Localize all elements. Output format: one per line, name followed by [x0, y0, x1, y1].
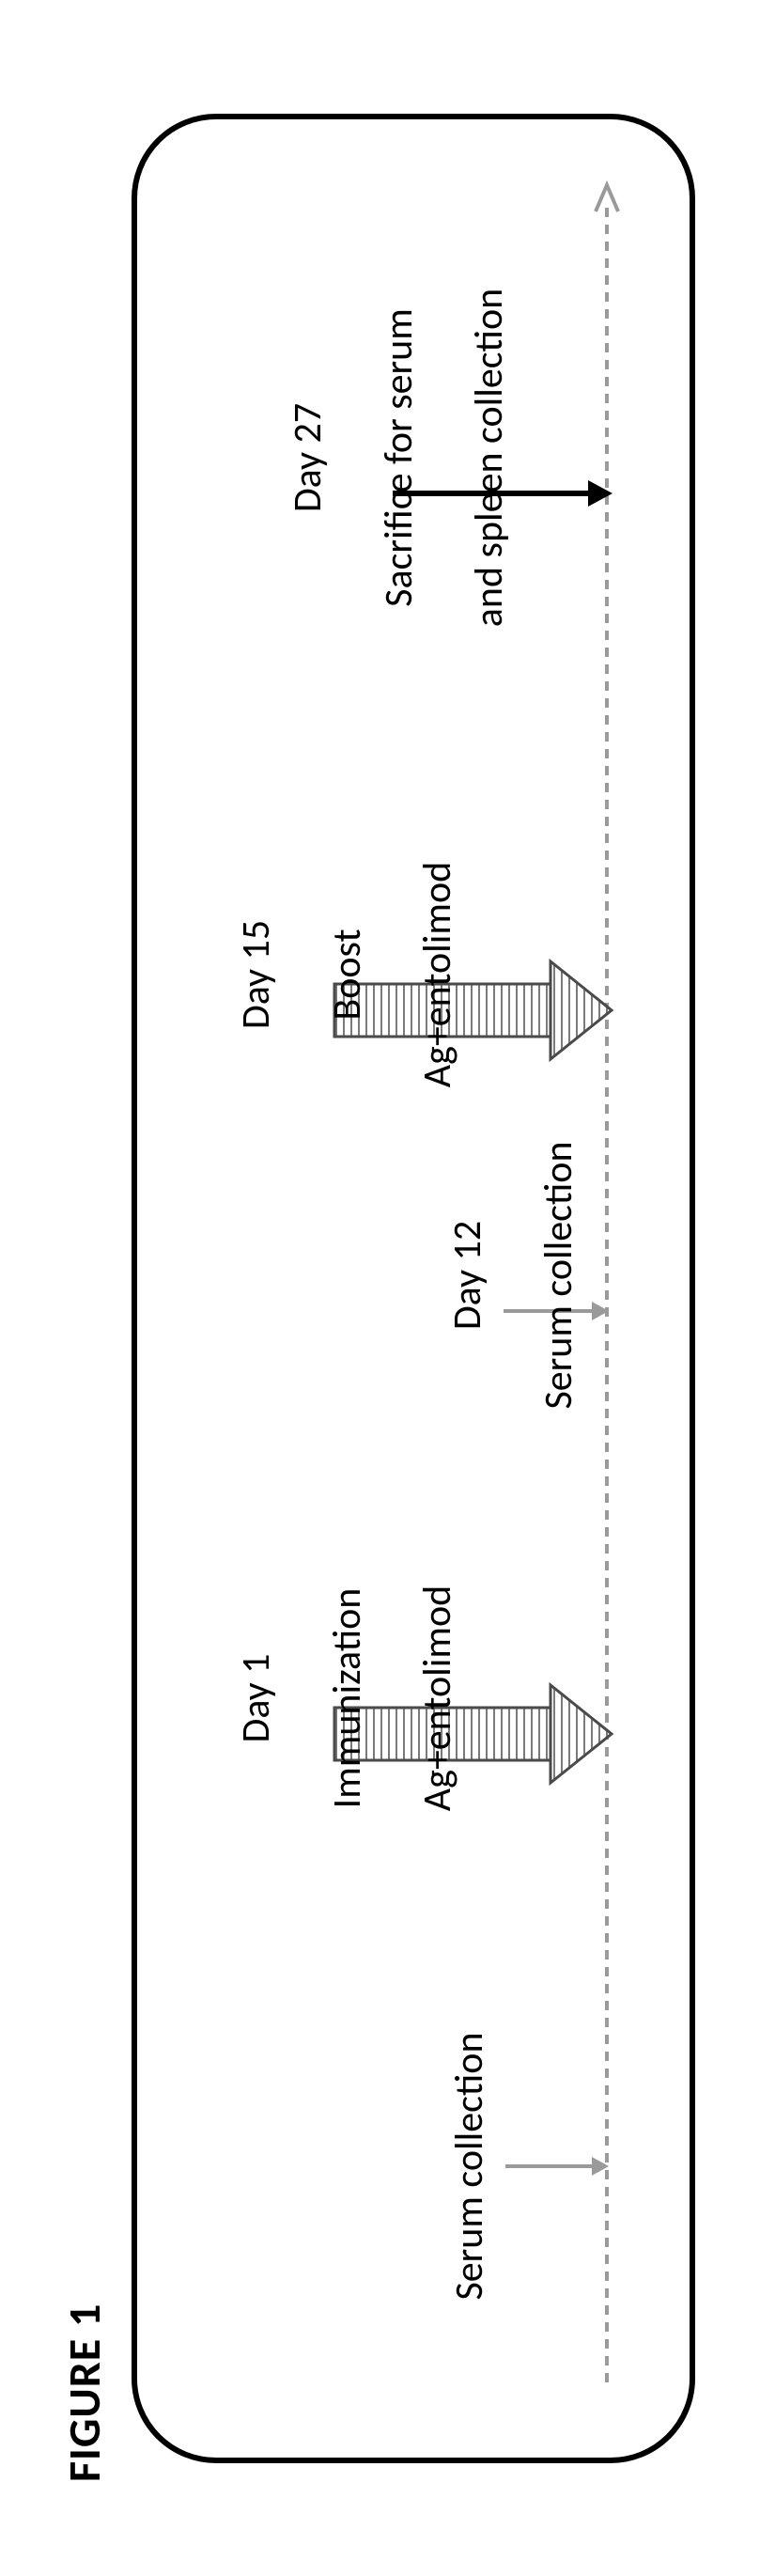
label-day15-line1: Day 15 [232, 920, 280, 1029]
label-day12-line2: Serum collection [535, 1141, 582, 1409]
arrow-pre-serum [505, 2157, 609, 2176]
label-day12: Day 12 Serum collection [400, 1141, 627, 1480]
label-day15: Day 15 Boost Ag+entolimod [189, 862, 506, 1159]
timeline-panel: Serum collection Day 1 Immunization Ag+e… [132, 114, 695, 2463]
label-day27-line1: Day 27 [284, 403, 332, 512]
label-day27-line2: Sacrifice for serum [375, 308, 423, 607]
label-day12-line1: Day 12 [443, 1221, 491, 1330]
label-day1-line3: Ag+entolimod [413, 1585, 461, 1811]
label-day1: Day 1 Immunization Ag+entolimod [189, 1585, 506, 1882]
label-pre-serum: Serum collection [447, 2032, 492, 2300]
label-day27-line3: and spleen collection [465, 289, 513, 627]
label-day27: Day 27 Sacrifice for serum and spleen co… [240, 289, 558, 698]
label-day1-line1: Day 1 [232, 1654, 280, 1743]
label-day15-line3: Ag+entolimod [413, 862, 461, 1087]
label-day15-line2: Boost [323, 929, 371, 1020]
figure-title: FIGURE 1 [56, 2303, 112, 2482]
label-day1-line2: Immunization [323, 1588, 371, 1809]
